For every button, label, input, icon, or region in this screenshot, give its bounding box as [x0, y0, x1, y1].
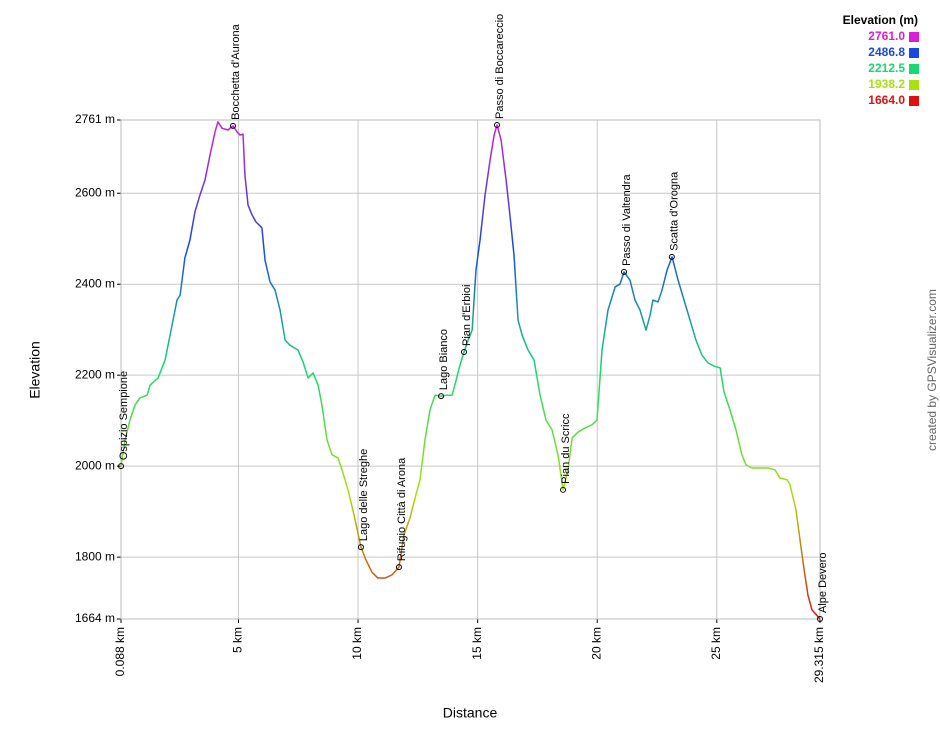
waypoint-label: Lago Bianco	[438, 329, 450, 390]
legend-swatch	[909, 48, 919, 58]
legend-label: 2212.5	[868, 61, 905, 75]
waypoint-label: Lago delle Streghe	[358, 449, 370, 541]
waypoint-marker	[438, 393, 445, 400]
y-axis-title: Elevation	[27, 341, 43, 399]
y-tick-label: 2400 m	[75, 276, 115, 290]
y-tick-label: 1800 m	[75, 549, 115, 563]
waypoint-label: Alpe Devero	[817, 552, 829, 613]
waypoint-marker	[494, 122, 501, 129]
legend-label: 2761.0	[868, 29, 905, 43]
waypoint-label: Pian d'Erbioi	[461, 285, 473, 346]
x-tick-label: 10 km	[350, 627, 364, 660]
elevation-line	[120, 121, 821, 620]
legend-label: 2486.8	[868, 45, 905, 59]
y-tick-label: 2000 m	[75, 458, 115, 472]
legend-swatch	[909, 96, 919, 106]
waypoint-marker	[817, 616, 823, 622]
credit: created by GPSVisualizer.com	[925, 289, 939, 451]
waypoint-label: Scatta d'Orogna	[669, 171, 681, 251]
y-tick-label: 2200 m	[75, 367, 115, 381]
waypoint-marker	[668, 253, 675, 260]
legend-swatch	[909, 64, 919, 74]
waypoint-label: Pian du Scricc	[560, 413, 572, 484]
y-tick-label: 2761 m	[75, 112, 115, 126]
x-tick-label: 29.315 km	[812, 627, 826, 683]
waypoint-marker	[621, 268, 628, 275]
x-tick-label: 20 km	[589, 627, 603, 660]
legend-label: 1664.0	[868, 93, 905, 107]
waypoint-marker	[395, 564, 402, 571]
y-tick-label: 2600 m	[75, 185, 115, 199]
x-axis-title: Distance	[443, 705, 498, 721]
legend-title: Elevation (m)	[843, 13, 918, 27]
waypoint-marker	[560, 486, 567, 493]
waypoint-marker	[118, 463, 124, 470]
x-tick-label: 25 km	[709, 627, 723, 660]
legend-swatch	[909, 32, 919, 42]
plot-frame	[120, 119, 821, 620]
legend-swatch	[909, 80, 919, 90]
waypoint-label: Passo di Valtendra	[621, 174, 633, 266]
waypoint-label: Passo di Boccareccio	[494, 14, 506, 119]
y-tick-label: 1664 m	[75, 611, 115, 625]
x-tick-label: 0.088 km	[113, 627, 127, 676]
waypoint-marker	[229, 122, 236, 129]
waypoint-label: Rifugio Città di Arona	[396, 457, 408, 561]
waypoint-marker	[357, 544, 364, 551]
legend-label: 1938.2	[868, 77, 905, 91]
waypoint-marker	[461, 348, 468, 355]
x-tick-label: 15 km	[470, 627, 484, 660]
x-tick-label: 5 km	[231, 627, 245, 653]
waypoint-label: Ospizio Sempione	[118, 371, 130, 460]
waypoint-label: Bocchetta d'Aurona	[230, 23, 242, 120]
